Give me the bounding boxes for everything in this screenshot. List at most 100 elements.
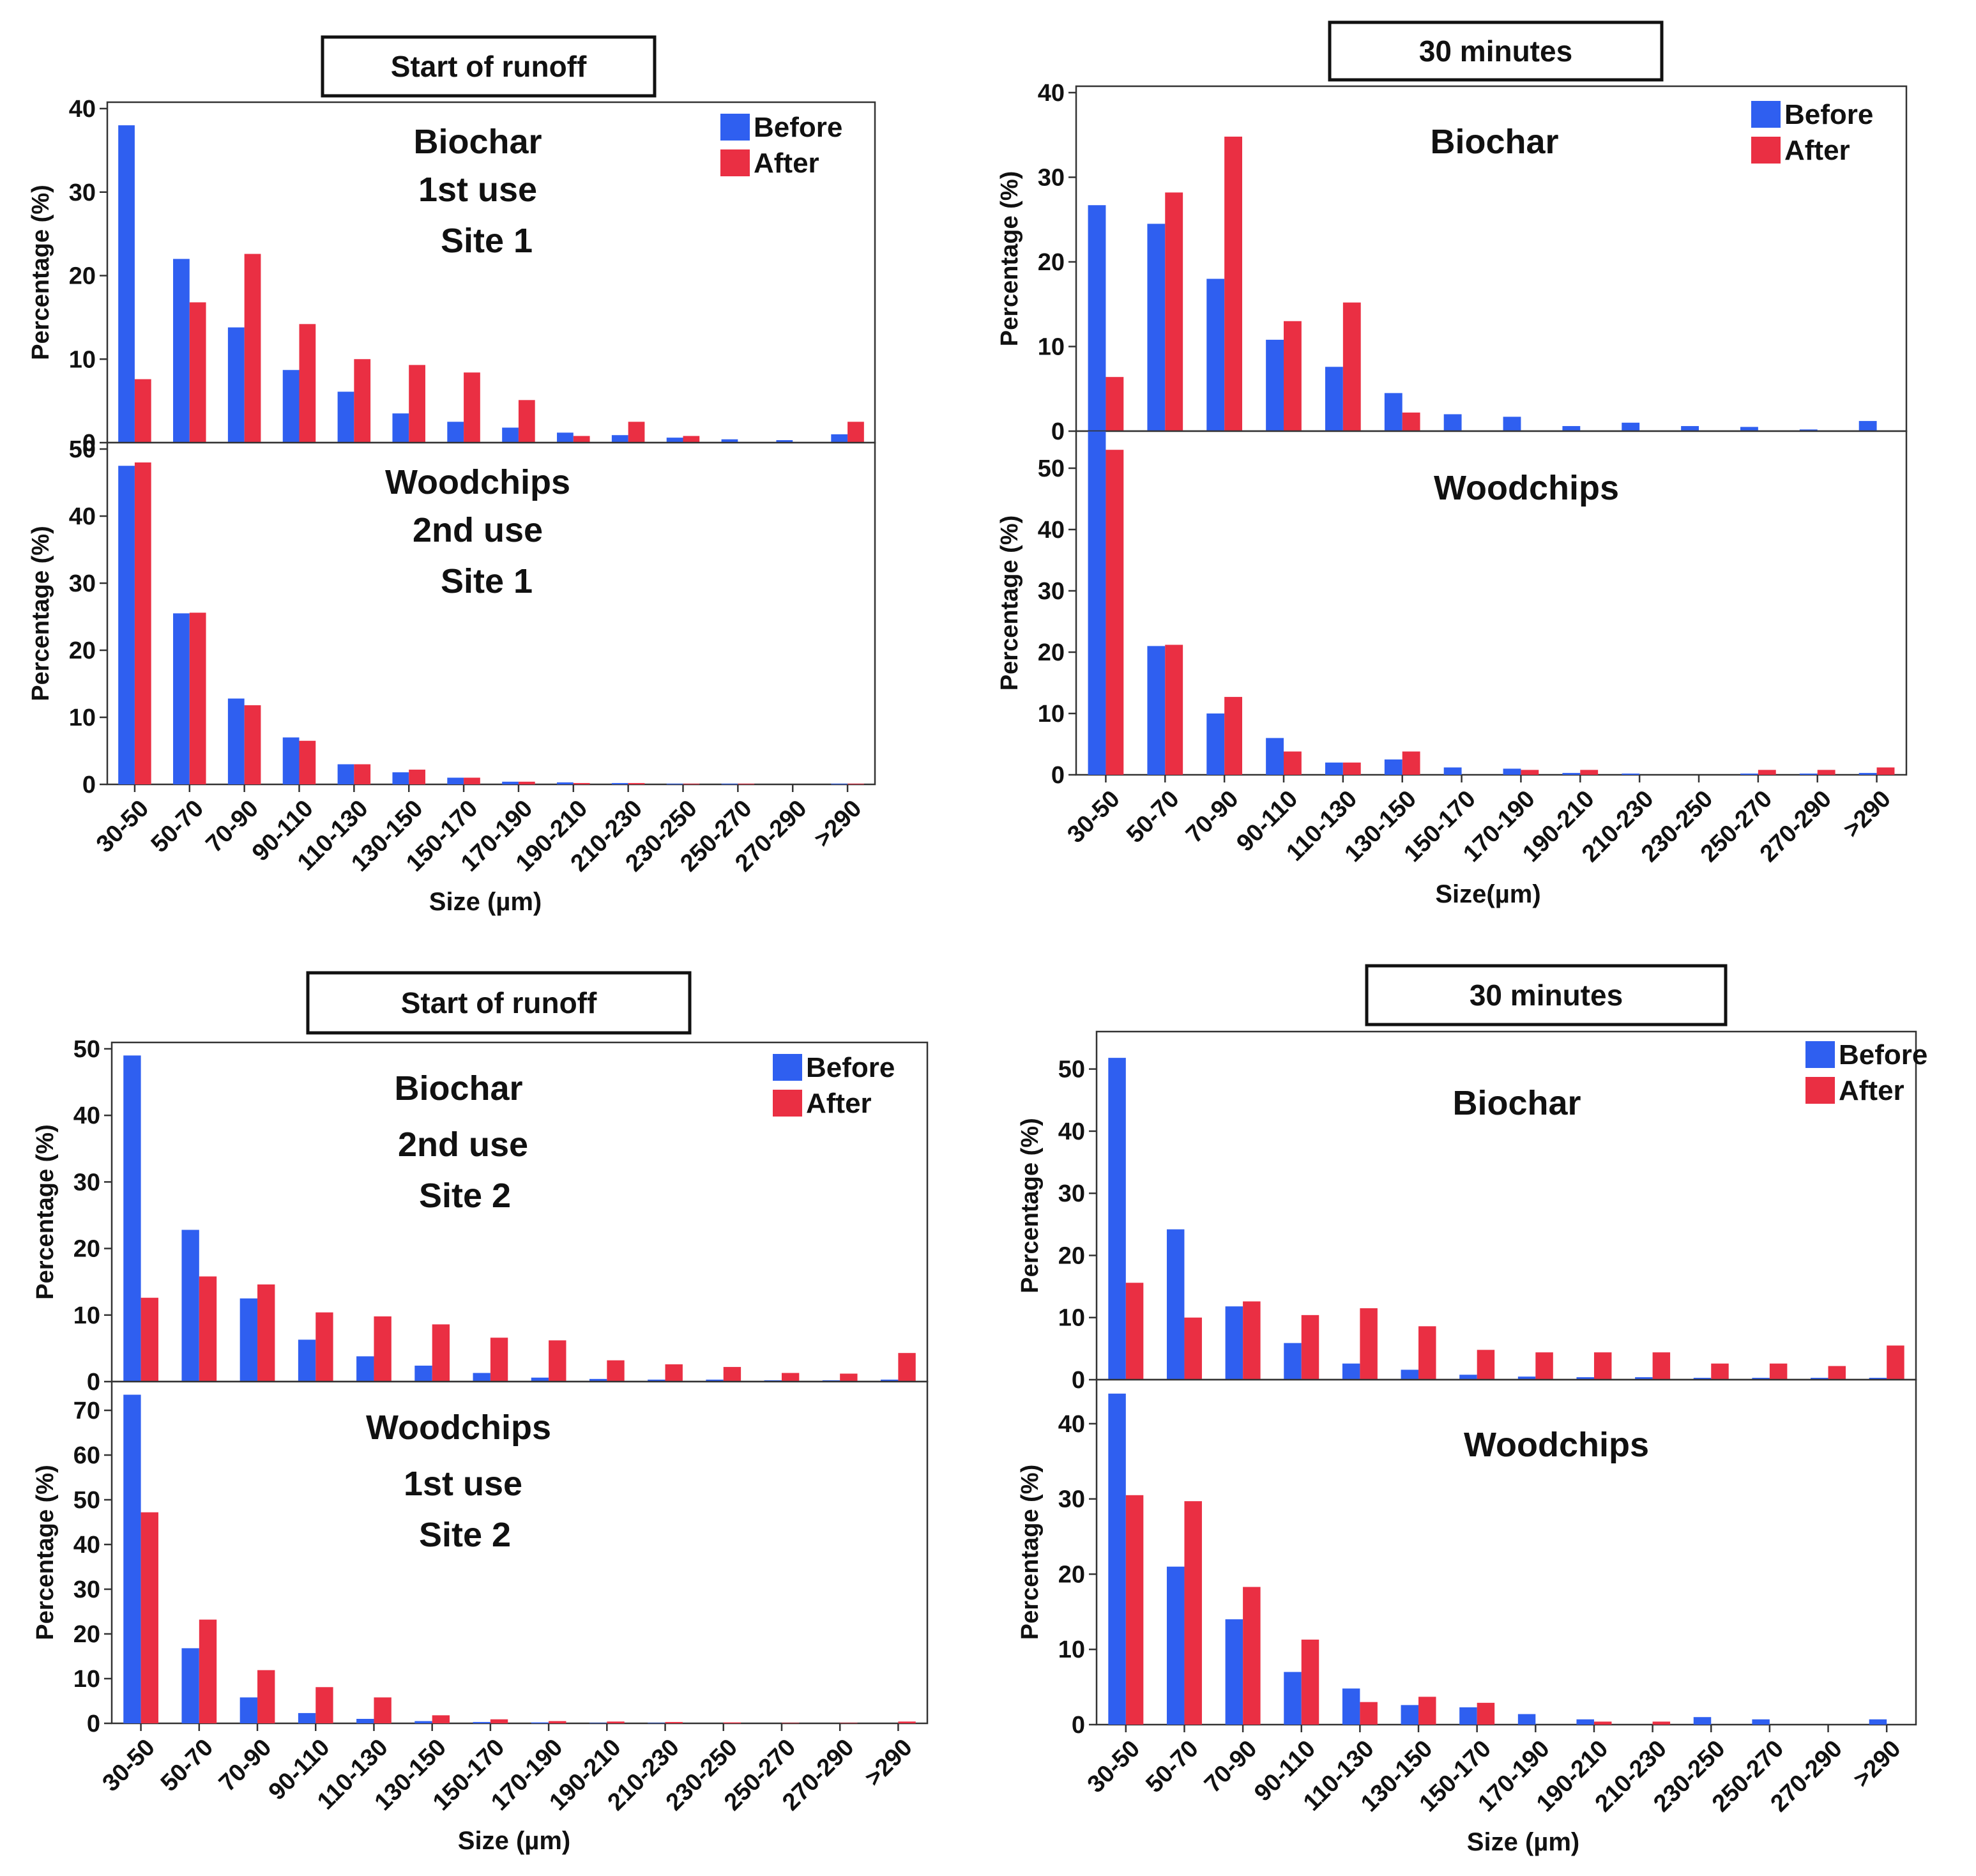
bar-before-210-230	[1622, 422, 1640, 431]
bar-after-30-50	[134, 379, 151, 443]
panel-label-line: Woodchips	[385, 463, 570, 501]
bar-before-90-110	[1266, 738, 1284, 775]
bar-before-170-190	[1503, 416, 1521, 431]
bar-before-190-210	[1562, 426, 1581, 431]
bar-after-250-270	[781, 1373, 800, 1382]
y-axis-label: Percentage (%)	[27, 185, 54, 360]
bar-before-190-210	[557, 782, 574, 784]
bar-after-190-210	[607, 1360, 625, 1382]
bar-before-gt290	[1869, 1378, 1887, 1380]
bar-before-150-170	[1459, 1375, 1477, 1380]
bar-before-70-90	[1206, 278, 1225, 431]
subfigure-1: Start of runoff 0 10 20 30 40 Percentage (%) Bi…	[27, 35, 876, 916]
x-axis-label: Size(µm)	[1435, 880, 1540, 908]
bar-after-90-110	[315, 1312, 333, 1382]
x-tick-label: 30-50	[98, 1734, 160, 1797]
title-box-label: 30 minutes	[1470, 979, 1623, 1012]
bar-after-110-130	[354, 764, 371, 784]
y-tick-label: 10	[1058, 1636, 1085, 1663]
bar-after-130-150	[409, 769, 425, 784]
bar-before-250-270	[721, 439, 738, 443]
bar-before-250-270	[1752, 1719, 1770, 1725]
y-tick-label: 30	[1038, 165, 1065, 192]
bar-before-170-190	[502, 781, 519, 784]
y-tick-label: 10	[1038, 701, 1065, 728]
bar-before-90-110	[282, 737, 300, 784]
y-tick-label: 50	[1038, 455, 1065, 482]
bar-before-90-110	[282, 370, 300, 443]
bar-after-30-50	[1125, 1283, 1144, 1380]
bar-after-gt290	[1876, 767, 1895, 775]
bar-before-30-50	[1108, 1058, 1126, 1380]
bar-before-70-90	[1225, 1619, 1243, 1725]
y-axis-label: Percentage (%)	[32, 1124, 59, 1300]
bar-after-gt290	[898, 1721, 916, 1723]
y-tick-label: 50	[73, 1036, 100, 1063]
bar-before-250-270	[1752, 1378, 1770, 1380]
panel-label-line: Woodchips	[1464, 1426, 1649, 1464]
bar-before-230-250	[666, 438, 683, 443]
bar-after-50-70	[199, 1619, 217, 1723]
x-tick-label: 50-70	[146, 795, 209, 858]
bar-after-30-50	[134, 462, 151, 784]
bar-after-250-270	[1758, 770, 1776, 775]
bar-after-50-70	[1165, 192, 1183, 431]
y-tick-label: 0	[1051, 418, 1065, 445]
bar-after-50-70	[199, 1276, 217, 1382]
panel-label-line: 1st use	[418, 171, 537, 209]
bar-before-90-110	[298, 1712, 316, 1723]
y-tick-label: 30	[73, 1576, 100, 1603]
title-box-label: Start of runoff	[391, 50, 587, 83]
bar-before-70-90	[1206, 713, 1225, 775]
bar-after-250-270	[1769, 1363, 1788, 1380]
bar-before-150-170	[447, 422, 464, 443]
bar-after-90-110	[1301, 1315, 1319, 1380]
legend-swatch-after	[773, 1090, 802, 1117]
legend: Before After	[720, 112, 842, 179]
legend-swatch-before	[720, 114, 750, 141]
bar-after-70-90	[1243, 1587, 1261, 1725]
title-box	[306, 971, 692, 1035]
y-tick-label: 10	[1038, 334, 1065, 361]
bar-before-150-170	[473, 1721, 490, 1723]
bar-after-130-150	[1402, 751, 1420, 775]
y-tick-label: 40	[1038, 80, 1065, 107]
y-tick-label: 20	[69, 637, 96, 664]
title-box-label: 30 minutes	[1419, 34, 1572, 68]
y-tick-label: 0	[1072, 1712, 1085, 1739]
panel-label-line: Site 1	[441, 562, 533, 600]
y-tick-label: 0	[82, 430, 96, 457]
bar-before-270-290	[1799, 429, 1818, 431]
legend-swatch-after	[1751, 137, 1781, 164]
bar-after-190-210	[573, 436, 590, 443]
bar-after-190-210	[1593, 1721, 1612, 1725]
bar-before-230-250	[1693, 1378, 1712, 1380]
bar-after-210-230	[628, 782, 645, 784]
bar-after-110-130	[1342, 762, 1361, 775]
bar-before-70-90	[1225, 1306, 1243, 1380]
subfigure-2: 30 minutes 0 10 20 30 40 Percentage (%) Biochar…	[996, 20, 1908, 908]
bar-after-170-190	[549, 1721, 566, 1723]
legend-label-before: Before	[754, 112, 842, 143]
bar-before-170-190	[502, 427, 519, 443]
legend-label-before: Before	[1839, 1039, 1927, 1071]
bar-before-130-150	[414, 1721, 432, 1723]
bar-after-130-150	[432, 1324, 450, 1382]
bar-before-50-70	[1166, 1566, 1185, 1725]
bar-before-30-50	[118, 125, 135, 443]
bar-after-70-90	[1224, 136, 1242, 431]
legend: Before After	[1805, 1039, 1927, 1106]
bar-after-190-210	[573, 782, 590, 784]
bar-before-170-190	[531, 1377, 549, 1382]
bar-after-210-230	[665, 1721, 683, 1723]
x-tick-label: 50-70	[1121, 786, 1184, 848]
bar-before-190-210	[1576, 1719, 1594, 1725]
panel-label-line: Biochar	[1430, 123, 1558, 161]
legend-label-before: Before	[1784, 99, 1873, 130]
legend-swatch-before	[1751, 101, 1781, 128]
bar-before-130-150	[1384, 759, 1402, 775]
subfigure-3: Start of runoff 0 10 20 30 40 50 Percentage (%)…	[32, 971, 929, 1855]
bar-after-50-70	[1165, 644, 1183, 775]
x-tick-label: 50-70	[1141, 1735, 1203, 1798]
